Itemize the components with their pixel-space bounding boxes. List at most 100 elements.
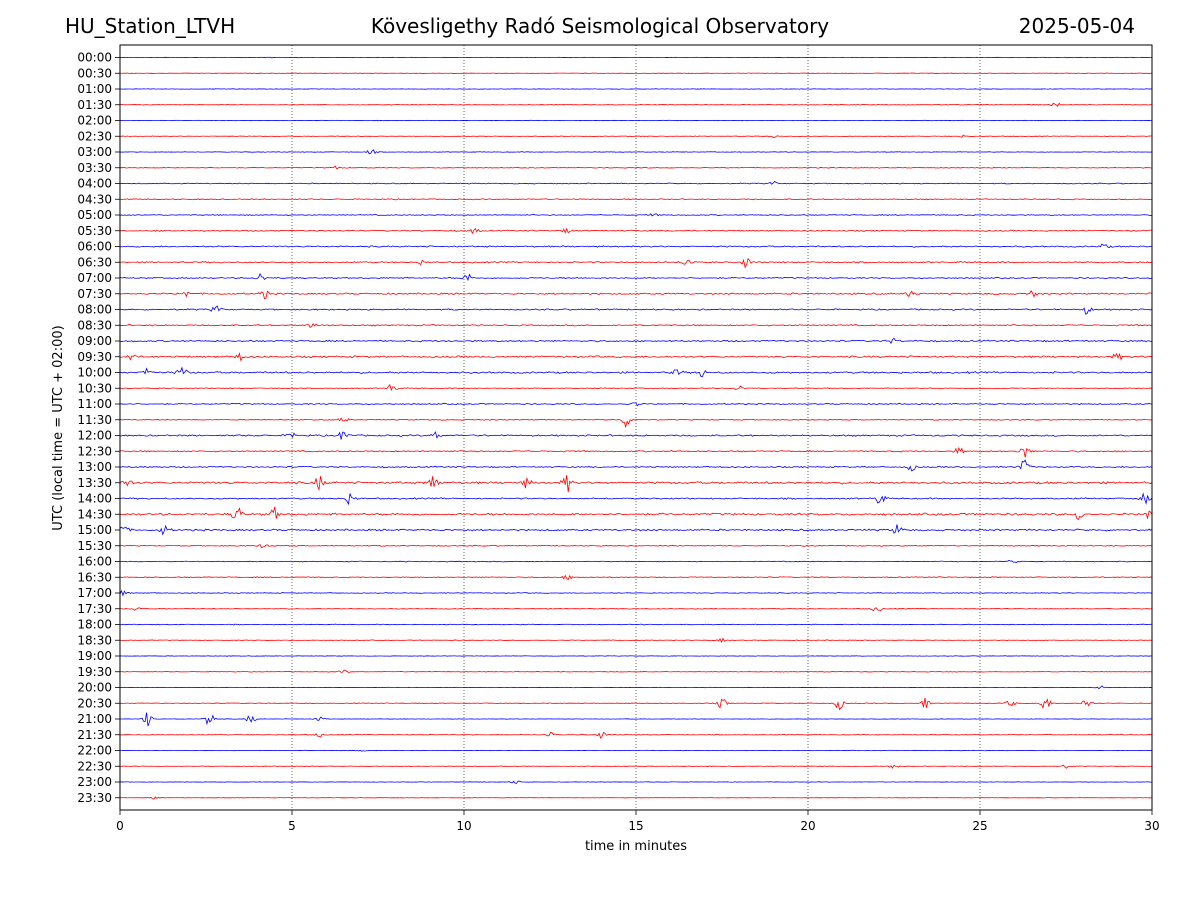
trace-1430 xyxy=(119,506,1153,521)
y-tick-label: 04:00 xyxy=(77,177,112,191)
trace-1830 xyxy=(119,637,1153,644)
y-tick-label: 03:30 xyxy=(77,161,112,175)
station-name: HU_Station_LTVH xyxy=(65,14,236,38)
y-tick-label: 15:00 xyxy=(77,523,112,537)
y-tick-label: 03:00 xyxy=(77,145,112,159)
trace-1100 xyxy=(119,402,1153,407)
y-tick-label: 14:30 xyxy=(77,507,112,521)
y-tick-label: 08:30 xyxy=(77,318,112,332)
y-tick-label: 06:30 xyxy=(77,255,112,269)
y-tick-label: 00:00 xyxy=(77,51,112,65)
x-axis: 0 5 10 15 20 25 30 xyxy=(116,810,1160,833)
y-tick-label: 07:00 xyxy=(77,271,112,285)
chart-title: Kövesligethy Radó Seismological Observat… xyxy=(370,14,830,38)
y-tick-label: 12:30 xyxy=(77,444,112,458)
trace-0730 xyxy=(119,290,1153,300)
trace-0630 xyxy=(119,257,1153,269)
x-tick-label: 30 xyxy=(1144,819,1159,833)
y-tick-label: 05:00 xyxy=(77,208,112,222)
y-tick-label: 07:30 xyxy=(77,287,112,301)
trace-2200 xyxy=(119,749,1152,752)
y-tick-label: 05:30 xyxy=(77,224,112,238)
trace-1000 xyxy=(119,366,1153,378)
y-tick-label: 15:30 xyxy=(77,539,112,553)
trace-1700 xyxy=(119,589,1153,597)
trace-2100 xyxy=(119,712,1153,727)
y-tick-label: 10:30 xyxy=(77,381,112,395)
y-tick-label: 21:00 xyxy=(77,712,112,726)
y-tick-label: 22:30 xyxy=(77,759,112,773)
y-tick-label: 18:00 xyxy=(77,618,112,632)
y-tick-label: 20:30 xyxy=(77,696,112,710)
y-tick-label: 11:30 xyxy=(77,413,112,427)
y-tick-label: 18:30 xyxy=(77,633,112,647)
x-tick-label: 20 xyxy=(800,819,815,833)
y-tick-label: 02:30 xyxy=(77,129,112,143)
trace-0900 xyxy=(119,337,1153,344)
seismic-traces xyxy=(119,56,1153,800)
y-tick-label: 09:00 xyxy=(77,334,112,348)
x-tick-label: 15 xyxy=(628,819,643,833)
y-tick-label: 00:30 xyxy=(77,66,112,80)
y-tick-label: 19:00 xyxy=(77,649,112,663)
trace-0000 xyxy=(119,56,1153,59)
trace-0600 xyxy=(119,243,1153,249)
trace-1030 xyxy=(119,384,1152,392)
x-tick-label: 0 xyxy=(116,819,124,833)
trace-1400 xyxy=(119,492,1153,506)
y-tick-label: 17:30 xyxy=(77,602,112,616)
trace-2330 xyxy=(119,796,1153,800)
trace-0030 xyxy=(119,72,1153,74)
trace-0800 xyxy=(119,305,1153,315)
trace-1530 xyxy=(119,544,1153,549)
trace-1930 xyxy=(119,669,1153,673)
y-tick-label: 22:00 xyxy=(77,744,112,758)
trace-1500 xyxy=(119,524,1153,536)
trace-1300 xyxy=(119,459,1153,472)
y-tick-label: 20:00 xyxy=(77,681,112,695)
y-tick-label: 13:00 xyxy=(77,460,112,474)
y-tick-label: 19:30 xyxy=(77,665,112,679)
trace-0500 xyxy=(119,213,1153,217)
chart-date: 2025-05-04 xyxy=(1018,14,1135,38)
y-tick-label: 04:30 xyxy=(77,192,112,206)
trace-0100 xyxy=(119,88,1153,90)
y-tick-label: 23:00 xyxy=(77,775,112,789)
trace-2030 xyxy=(119,697,1153,711)
y-tick-label: 01:30 xyxy=(77,98,112,112)
y-tick-label: 14:00 xyxy=(77,492,112,506)
y-tick-label: 09:30 xyxy=(77,350,112,364)
trace-2000 xyxy=(119,685,1153,690)
trace-2230 xyxy=(119,764,1153,769)
y-tick-label: 08:00 xyxy=(77,303,112,317)
x-tick-label: 10 xyxy=(456,819,471,833)
trace-0400 xyxy=(119,180,1153,185)
x-axis-label: time in minutes xyxy=(585,839,687,854)
trace-1130 xyxy=(119,417,1153,429)
y-tick-label: 12:00 xyxy=(77,429,112,443)
y-tick-label: 13:30 xyxy=(77,476,112,490)
trace-1630 xyxy=(119,574,1153,581)
trace-0330 xyxy=(119,165,1153,170)
x-tick-label: 5 xyxy=(288,819,296,833)
y-tick-label: 21:30 xyxy=(77,728,112,742)
x-tick-label: 25 xyxy=(972,819,987,833)
trace-1230 xyxy=(119,446,1153,458)
trace-2130 xyxy=(119,731,1152,739)
trace-0830 xyxy=(119,322,1153,328)
y-tick-label: 16:00 xyxy=(77,555,112,569)
y-tick-label: 16:30 xyxy=(77,570,112,584)
trace-0130 xyxy=(119,102,1153,107)
trace-1330 xyxy=(119,475,1153,493)
y-tick-label: 23:30 xyxy=(77,791,112,805)
trace-0700 xyxy=(119,273,1153,282)
y-tick-label: 06:00 xyxy=(77,240,112,254)
y-axis-label: UTC (local time = UTC + 02:00) xyxy=(51,325,66,530)
trace-1900 xyxy=(119,655,1153,657)
trace-2300 xyxy=(119,780,1153,784)
y-tick-label: 17:00 xyxy=(77,586,112,600)
trace-1600 xyxy=(119,559,1153,563)
trace-0430 xyxy=(119,198,1153,201)
